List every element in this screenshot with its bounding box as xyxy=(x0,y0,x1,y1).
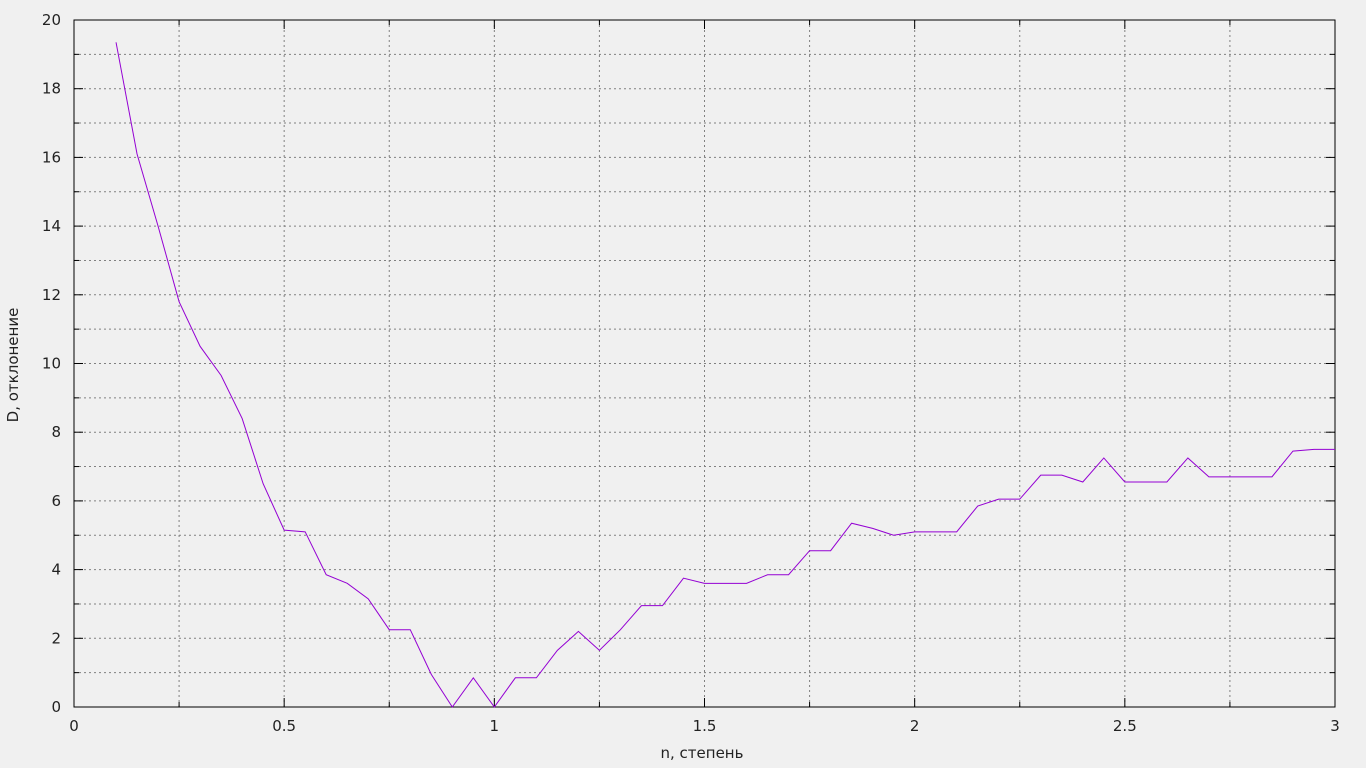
y-tick-label: 6 xyxy=(51,492,61,510)
series-layer xyxy=(115,42,1335,708)
y-tick-labels: 0 2 4 6 8 10 12 14 16 18 20 xyxy=(42,11,61,716)
y-tick-label: 20 xyxy=(42,11,61,29)
x-tick-labels: 0 0.5 1 1.5 2 2.5 3 xyxy=(69,717,1340,735)
x-tick-label: 0.5 xyxy=(272,717,296,735)
y-axis-title: D, отклонение xyxy=(4,308,22,423)
x-tick-label: 0 xyxy=(69,717,79,735)
y-tick-label: 0 xyxy=(51,698,61,716)
y-tick-label: 14 xyxy=(42,217,61,235)
x-tick-label: 3 xyxy=(1330,717,1340,735)
x-tick-label: 2 xyxy=(910,717,920,735)
y-tick-label: 16 xyxy=(42,148,61,166)
y-tick-label: 18 xyxy=(42,80,61,98)
series-line xyxy=(115,42,1335,708)
plot-frame xyxy=(73,19,1336,708)
y-tick-label: 12 xyxy=(42,286,61,304)
y-tick-label: 8 xyxy=(51,423,61,441)
y-tick-label: 10 xyxy=(42,355,61,373)
grid xyxy=(74,20,1335,707)
y-tick-label: 4 xyxy=(51,561,61,579)
x-tick-label: 2.5 xyxy=(1113,717,1137,735)
y-tick-label: 2 xyxy=(51,629,61,647)
x-tick-label: 1.5 xyxy=(693,717,717,735)
x-tick-label: 1 xyxy=(490,717,500,735)
x-axis-title: n, степень xyxy=(661,744,744,762)
